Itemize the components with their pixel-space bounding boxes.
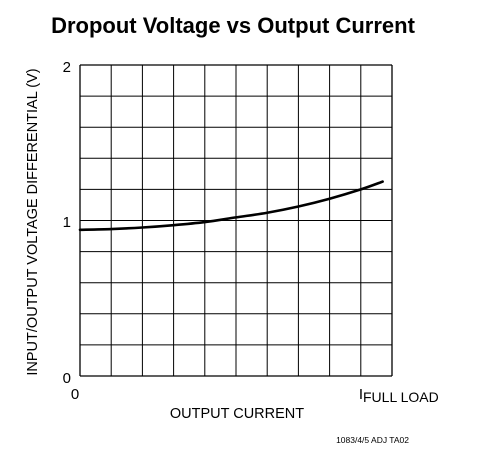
y-tick-label-0: 0 [63, 370, 71, 387]
grid [79, 64, 393, 377]
x-tick-label-full-load-sub: FULL LOAD [363, 389, 439, 405]
chart-title: Dropout Voltage vs Output Current [51, 13, 415, 38]
x-axis-label: OUTPUT CURRENT [170, 406, 304, 422]
x-tick-label-0: 0 [71, 386, 79, 403]
y-axis-label: INPUT/OUTPUT VOLTAGE DIFFERENTIAL (V) [25, 68, 41, 375]
y-tick-label-2: 2 [63, 59, 71, 76]
figure-reference-note: 1083/4/5 ADJ TA02 [336, 435, 409, 445]
y-tick-label-1: 1 [63, 214, 71, 231]
x-tick-label-full-load-main: I [359, 386, 363, 403]
series-layer [78, 180, 384, 232]
dropout-voltage-curve [78, 180, 384, 232]
